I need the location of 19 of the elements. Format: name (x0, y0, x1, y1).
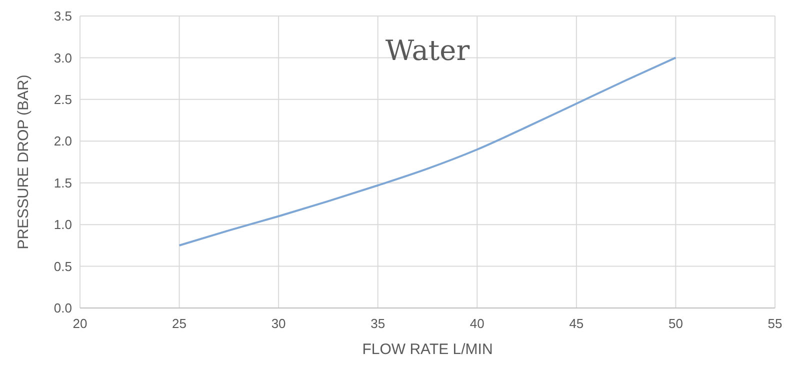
x-tick-label: 20 (72, 316, 88, 331)
y-axis-title: PRESSURE DROP (BAR) (15, 74, 32, 250)
y-tick-label: 1.0 (54, 217, 72, 232)
y-tick-label: 0.5 (54, 258, 72, 274)
text: Water (385, 34, 470, 67)
x-tick-label: 50 (668, 316, 683, 331)
y-tick-label: 0.0 (54, 300, 72, 316)
x-tick-label: 55 (768, 316, 782, 331)
x-tick-label: 25 (172, 316, 187, 331)
y-tick-label: 3.5 (54, 8, 72, 24)
x-tick-label: 30 (271, 316, 286, 331)
y-tick-label: 2.5 (54, 92, 72, 107)
y-tick-label: 1.5 (54, 175, 72, 190)
x-tick-label: 40 (470, 316, 484, 331)
x-tick-label: 45 (569, 316, 584, 331)
y-tick-label: 3.0 (54, 50, 72, 66)
y-tick-label: 2.0 (54, 134, 72, 149)
x-axis-title: FLOW RATE L/MIN (362, 341, 493, 358)
x-tick-label: 35 (370, 316, 386, 331)
